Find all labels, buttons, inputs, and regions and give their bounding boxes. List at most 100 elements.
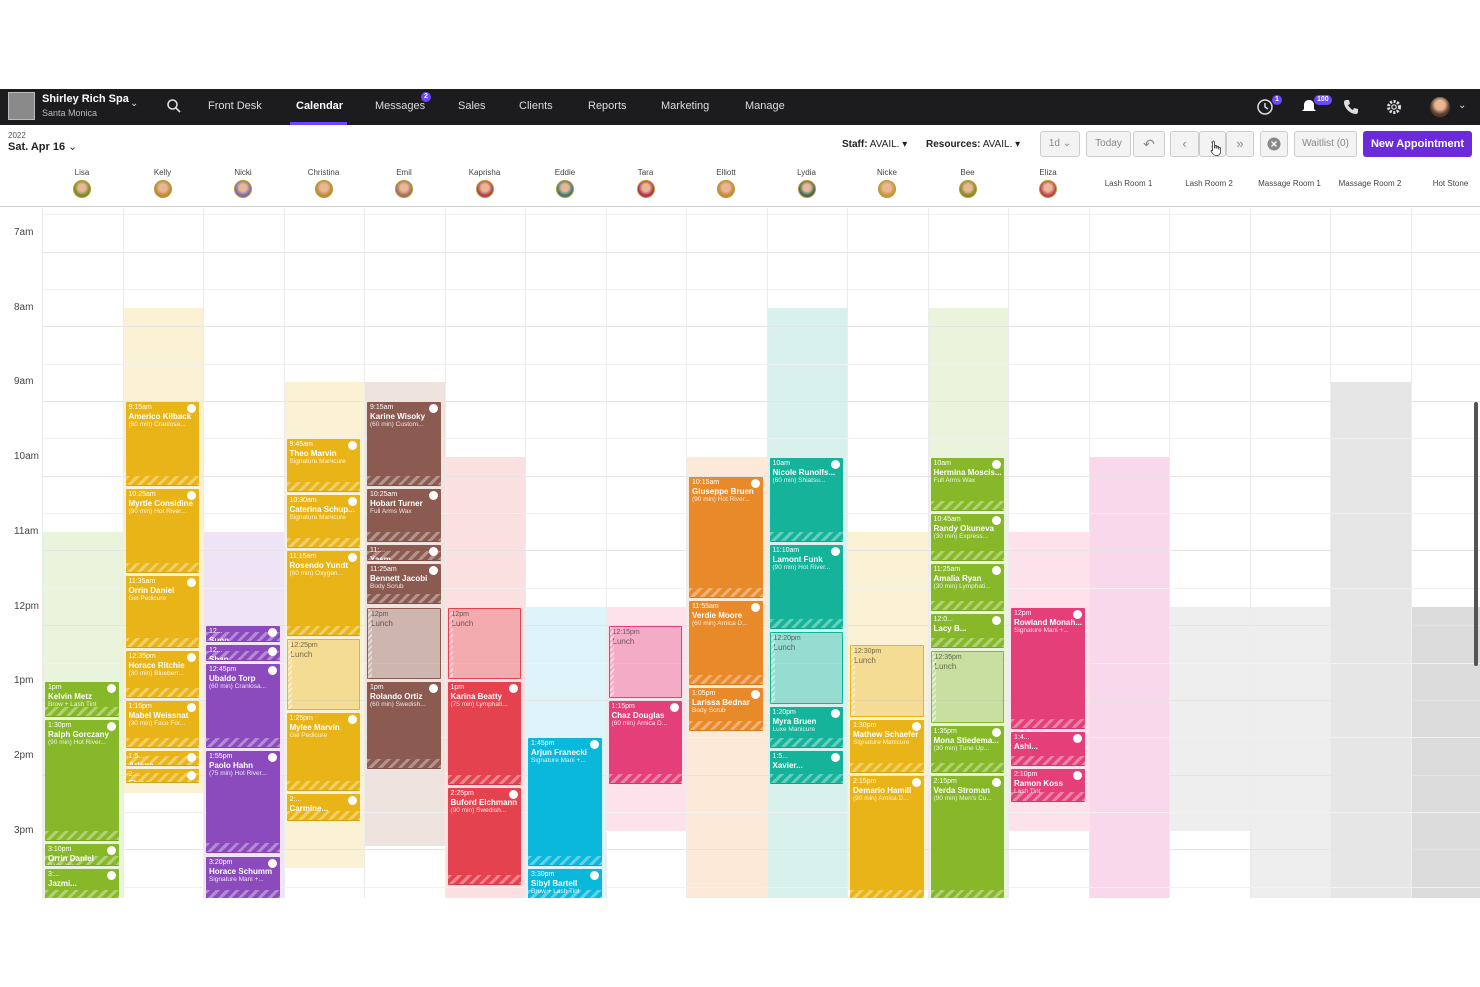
nav-reports[interactable]: Reports — [588, 100, 627, 112]
appointment-card[interactable]: 1:05pm Larissa Bednar Body Scrub — [689, 688, 763, 732]
appointment-card[interactable]: 1:30pm Ralph Gorczany (90 min) Hot River..… — [45, 719, 119, 842]
heart-icon[interactable] — [348, 715, 357, 725]
appointment-card[interactable]: 1:15pm Chaz Douglas (60 min) Arnica D... — [608, 700, 682, 784]
appointment-card[interactable]: 11:35am Orrin Daniel Gel Pedicure — [125, 576, 199, 649]
staff-column-nicki[interactable]: Nicki — [203, 163, 283, 198]
heart-icon[interactable] — [589, 870, 599, 880]
new-appointment-button[interactable]: New Appointment — [1363, 131, 1472, 157]
appointment-card[interactable]: 1pm Karina Beatty (75 min) Lymphati... — [447, 682, 521, 785]
heart-icon[interactable] — [750, 478, 760, 488]
heart-icon[interactable] — [187, 578, 196, 588]
resource-column-hot-stone[interactable]: Hot Stone — [1432, 179, 1469, 188]
staff-filter[interactable]: Staff: AVAIL. ▾ — [842, 139, 907, 150]
heart-icon[interactable] — [106, 721, 116, 731]
heart-icon[interactable] — [911, 721, 921, 731]
heart-icon[interactable] — [267, 646, 277, 656]
staff-column-nicke[interactable]: Nicke — [847, 163, 927, 198]
appointment-card[interactable]: 11:55am Verdie Moore (60 min) Arnica D... — [689, 601, 763, 686]
heart-icon[interactable] — [1072, 609, 1082, 619]
lunch-block[interactable]: 12:35pm Lunch — [930, 651, 1004, 723]
calendar-grid[interactable]: 7am 8am 9am 10am 11am 12pm 1pm 2pm 3pm 1pm Kelvin … — [0, 208, 1480, 898]
user-avatar[interactable] — [1430, 97, 1450, 117]
heart-icon[interactable] — [348, 553, 357, 563]
heart-icon[interactable] — [267, 665, 277, 675]
chevron-down-icon[interactable]: ⌄ — [130, 98, 139, 109]
today-button[interactable]: Today — [1086, 131, 1131, 157]
lunch-block[interactable]: 12:30pm Lunch — [850, 644, 924, 717]
heart-icon[interactable] — [428, 684, 438, 694]
appointment-card[interactable]: 10:15am Giuseppe Bruen (90 min) Hot River.… — [689, 476, 763, 599]
heart-icon[interactable] — [509, 790, 518, 800]
appointment-card[interactable]: 3:... Jazmi... — [45, 868, 119, 898]
heart-icon[interactable] — [187, 771, 196, 781]
heart-icon[interactable] — [106, 684, 116, 694]
heart-icon[interactable] — [831, 460, 840, 470]
appointment-card[interactable]: 11:... Yasm... — [367, 545, 441, 561]
appointment-card[interactable]: 12pm Rowland Monah... Signature Mani +... — [1011, 607, 1085, 729]
appointment-card[interactable]: 1:5... Arlene... — [125, 750, 199, 767]
appointment-card[interactable]: 10am Hermina Moscis... Full Arms Wax — [930, 458, 1004, 512]
heart-icon[interactable] — [187, 491, 196, 501]
heart-icon[interactable] — [106, 870, 116, 880]
appointment-card[interactable]: 11:25am Amalia Ryan (30 min) Lymphati... — [930, 563, 1004, 611]
appointment-card[interactable]: 1:5... Xavier... — [769, 750, 843, 784]
heart-icon[interactable] — [187, 653, 196, 663]
nav-marketing[interactable]: Marketing — [661, 100, 710, 112]
appointment-card[interactable]: 11:15am Rosendo Yundt (60 min) Oxygen... — [286, 551, 360, 636]
view-select[interactable]: 1d ⌄ — [1040, 131, 1080, 157]
appointment-card[interactable]: 9:15am Americo Kilback (60 min) Cranlosa..… — [125, 402, 199, 487]
appointment-card[interactable]: 9:15am Karine Wisoky (60 min) Custom... — [367, 402, 441, 487]
lunch-block[interactable]: 12pm Lunch — [447, 607, 521, 680]
heart-icon[interactable] — [348, 497, 357, 507]
staff-column-bee[interactable]: Bee — [928, 163, 1008, 198]
staff-column-tara[interactable]: Tara — [606, 163, 686, 198]
appointment-card[interactable]: 2:25pm Buford Eichmann (90 min) Swedish... — [447, 788, 521, 885]
appointment-card[interactable]: 12:45pm Ubaldo Torp (60 min) Cranlosa... — [206, 663, 280, 748]
previous-day-button[interactable]: ‹ — [1170, 131, 1199, 157]
business-logo[interactable] — [8, 92, 35, 120]
resource-column-massage-room-1[interactable]: Massage Room 1 — [1258, 179, 1321, 188]
nav-manage[interactable]: Manage — [745, 100, 785, 112]
appointment-card[interactable]: 1:30pm Mathew Schaefer Signature Manicure — [850, 719, 924, 773]
resource-column-lash-room-2[interactable]: Lash Room 2 — [1185, 179, 1233, 188]
appointment-card[interactable]: 10:30am Caterina Schup... Signature Manicu… — [286, 495, 360, 549]
heart-icon[interactable] — [831, 752, 840, 762]
appointment-card[interactable]: 10:25am Hobart Turner Full Arms Wax — [367, 489, 441, 543]
heart-icon[interactable] — [992, 777, 1001, 787]
business-name[interactable]: Shirley Rich Spa — [42, 93, 129, 105]
staff-column-lisa[interactable]: Lisa — [42, 163, 122, 198]
appointment-card[interactable]: 10am Nicole Runolfs... (60 min) Shiatsu... — [769, 458, 843, 543]
appointment-card[interactable]: 1:15pm Mabel Weissnat (30 min) Face For... — [125, 700, 199, 748]
appointment-card[interactable]: 1:45pm Arjun Franecki Signature Mani +... — [528, 738, 602, 866]
heart-icon[interactable] — [348, 796, 357, 806]
waitlist-button[interactable]: Waitlist (0) — [1294, 131, 1357, 157]
heart-icon[interactable] — [267, 628, 277, 638]
staff-column-lydia[interactable]: Lydia — [767, 163, 847, 198]
appointment-card[interactable]: 2:10pm Ramon Koss Lash Tint — [1011, 769, 1085, 803]
staff-column-kaprisha[interactable]: Kaprisha — [445, 163, 525, 198]
heart-icon[interactable] — [267, 858, 277, 868]
heart-icon[interactable] — [911, 777, 921, 787]
heart-icon[interactable] — [267, 752, 277, 762]
appointment-card[interactable]: 1:55pm Paolo Hahn (75 min) Hot River... — [206, 750, 280, 854]
nav-messages[interactable]: Messages — [375, 100, 426, 112]
heart-icon[interactable] — [428, 491, 438, 501]
staff-column-christina[interactable]: Christina — [284, 163, 364, 198]
appointment-card[interactable]: 2:15pm Verda Stroman (90 min) Men's Cu... — [930, 775, 1004, 898]
appointment-card[interactable]: 12:35pm Horace Ritchie (30 min) Blueberr..… — [125, 651, 199, 698]
search-icon[interactable] — [166, 98, 182, 114]
lunch-block[interactable]: 12pm Lunch — [367, 607, 441, 680]
heart-icon[interactable] — [1072, 771, 1082, 781]
nav-front-desk[interactable]: Front Desk — [208, 100, 262, 112]
appointment-card[interactable]: 12... Sunn... — [206, 626, 280, 642]
nav-calendar[interactable]: Calendar — [296, 100, 344, 112]
clear-filter-button[interactable] — [1260, 131, 1288, 157]
appointment-card[interactable]: 2:15pm Demario Hamill (90 min) Arnica D... — [850, 775, 924, 898]
heart-icon[interactable] — [670, 702, 679, 712]
account-chevron-down-icon[interactable]: ⌄ — [1458, 100, 1467, 111]
appointment-card[interactable]: 1:20pm Myra Bruen Luxe Manicure — [769, 707, 843, 748]
phone-icon[interactable] — [1342, 98, 1360, 116]
lunch-block[interactable]: 12:20pm Lunch — [769, 632, 843, 705]
heart-icon[interactable] — [428, 404, 438, 414]
resources-filter[interactable]: Resources: AVAIL. ▾ — [926, 139, 1020, 150]
